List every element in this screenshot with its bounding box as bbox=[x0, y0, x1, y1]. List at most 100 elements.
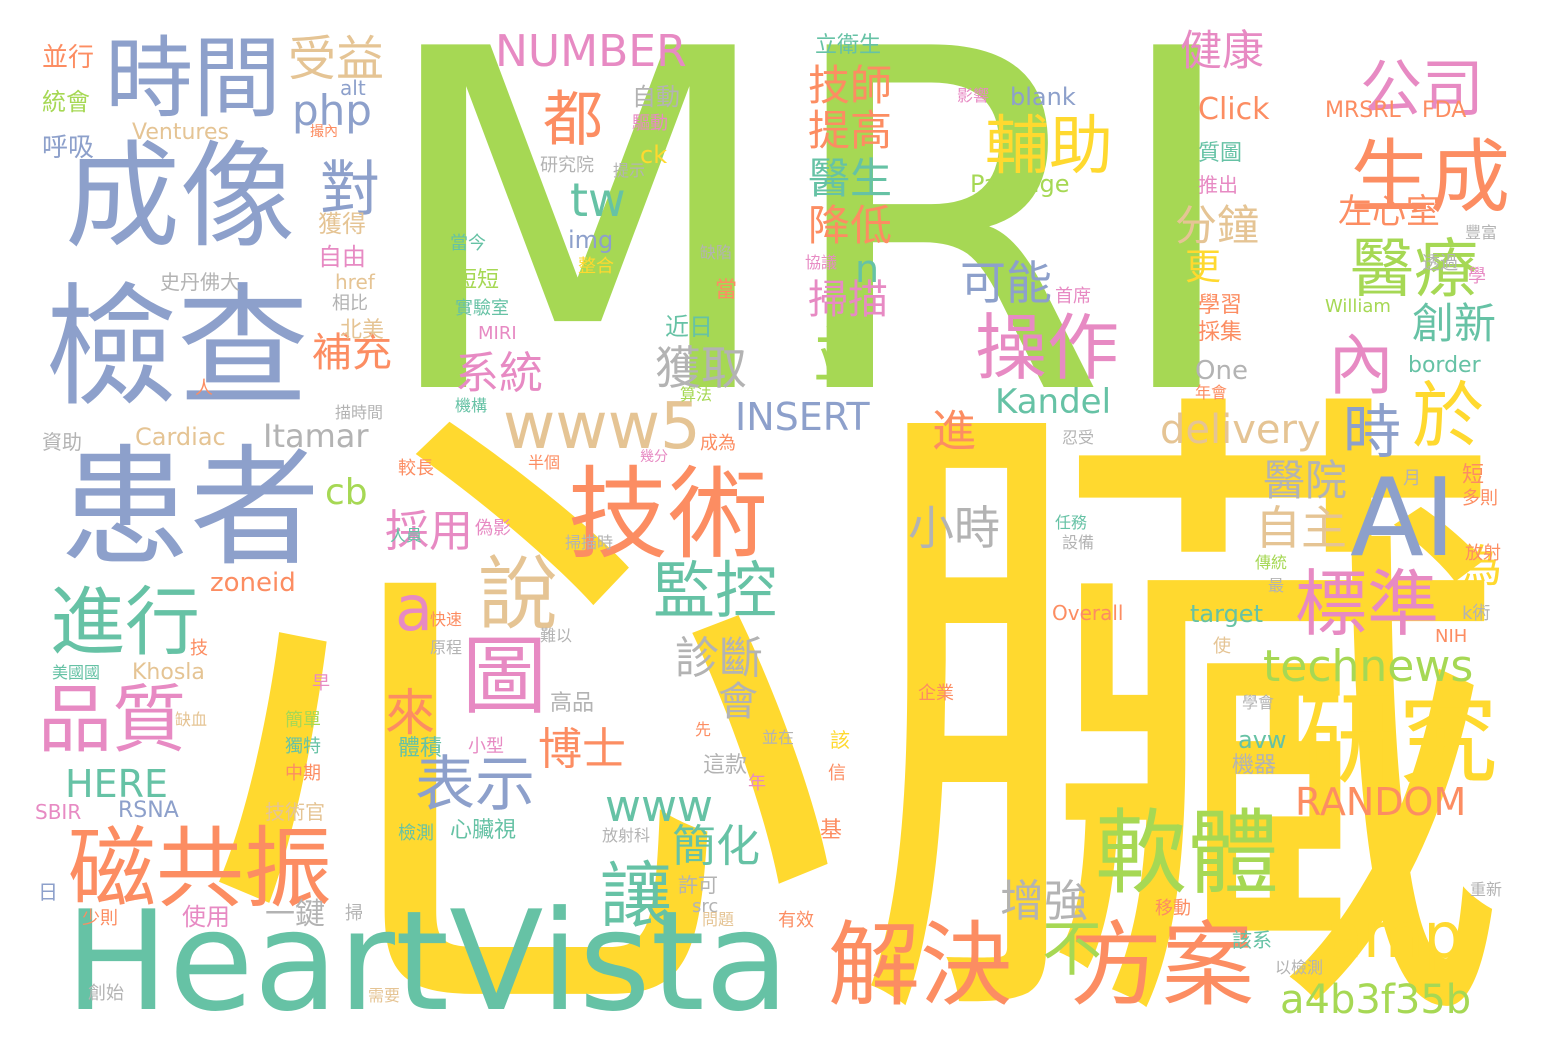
word-annual-meeting: 年會 bbox=[1195, 383, 1228, 402]
word-when: 時 bbox=[1343, 398, 1402, 466]
word-today: 當今 bbox=[450, 233, 486, 254]
word-funding: 資助 bbox=[42, 430, 82, 454]
word-letter: 信 bbox=[828, 763, 846, 784]
word-khosla: Khosla bbox=[132, 660, 205, 685]
word-influence: 影響 bbox=[957, 86, 990, 105]
word-high-quality: 高品 bbox=[550, 691, 595, 716]
word-href: href bbox=[335, 270, 375, 294]
word-drive: 驅動 bbox=[632, 113, 668, 134]
word-technician: 技師 bbox=[808, 61, 893, 110]
word-number: NUMBER bbox=[495, 26, 687, 77]
word-north-america: 北美 bbox=[340, 318, 385, 343]
word-benefit: 受益 bbox=[288, 31, 385, 87]
word-personnel: 人員 bbox=[390, 526, 423, 545]
word-the: 該 bbox=[830, 728, 850, 752]
word-ischemia: 缺血 bbox=[175, 710, 208, 729]
word-stanford: 史丹佛大 bbox=[160, 270, 240, 294]
word-img: img bbox=[568, 226, 614, 254]
word-n: n bbox=[855, 247, 880, 291]
word-imaging: 成像 bbox=[65, 130, 296, 264]
word-institution: 機構 bbox=[455, 396, 488, 415]
word-software: 軟體 bbox=[1095, 800, 1280, 907]
word-for: 為 bbox=[1458, 541, 1502, 592]
word-first: 先 bbox=[695, 720, 712, 739]
word-target: target bbox=[1190, 600, 1263, 628]
word-mrsrl: MRSRL bbox=[1325, 98, 1401, 123]
word-at-least: 少則 bbox=[82, 908, 118, 929]
word-enterprise: 企業 bbox=[918, 683, 954, 704]
word-council: 統會 bbox=[42, 88, 90, 116]
word-launch: 推出 bbox=[1198, 173, 1238, 197]
word-sweep: 掃 bbox=[345, 903, 363, 924]
word-when-scan: 掃描時 bbox=[565, 533, 614, 552]
word-fda: FDA bbox=[1422, 98, 1467, 123]
word-chief: 首席 bbox=[1055, 286, 1091, 307]
word-alt: alt bbox=[340, 76, 366, 100]
word-minutes: 幾分 bbox=[640, 449, 668, 465]
word-inside: 內 bbox=[1328, 327, 1394, 404]
word-association: 學會 bbox=[1242, 693, 1275, 712]
word-longer: 較長 bbox=[398, 458, 434, 479]
word-learn: 學 bbox=[1468, 266, 1486, 287]
word-defect: 缺陷 bbox=[700, 243, 733, 262]
word-solution-1: 解決 bbox=[828, 912, 1013, 1019]
word-solution-2: 方案 bbox=[1070, 912, 1255, 1019]
word-to-detect: 以檢測 bbox=[1275, 958, 1324, 977]
word-half: 半個 bbox=[528, 453, 561, 472]
word-research-institute: 研究院 bbox=[540, 155, 594, 176]
word-research: 研究 bbox=[1298, 681, 1498, 798]
word-here: HERE bbox=[65, 762, 168, 806]
word-heartvista: HeartVista bbox=[65, 881, 790, 1042]
word-at: 於 bbox=[1412, 374, 1485, 458]
word-free: 自由 bbox=[318, 243, 366, 271]
word-through: 透過 bbox=[1422, 253, 1458, 274]
word-a4b3f35b: a4b3f35b bbox=[1280, 977, 1472, 1023]
word-this-system: 該系 bbox=[1232, 928, 1272, 952]
word-more: 更 bbox=[1185, 247, 1222, 288]
word-fast: 快速 bbox=[430, 610, 463, 629]
word-diagnosis: 診斷 bbox=[675, 633, 763, 684]
word-one: One bbox=[1195, 356, 1248, 386]
word-second: 秒 bbox=[705, 208, 729, 236]
word-rsna: RSNA bbox=[118, 798, 179, 823]
word-day: 日 bbox=[38, 880, 58, 904]
word-express: 表示 bbox=[415, 750, 535, 820]
word-effective: 有效 bbox=[778, 910, 814, 931]
word-small: 小型 bbox=[468, 736, 504, 757]
word-ventures: Ventures bbox=[132, 120, 229, 145]
word-technews: technews bbox=[1263, 641, 1474, 692]
word-task: 任務 bbox=[1055, 513, 1088, 532]
word-cardiac-view: 心臟視 bbox=[450, 818, 517, 843]
word-and-in: 並在 bbox=[762, 728, 795, 747]
word-a: a bbox=[395, 572, 433, 645]
word-public-health: 立衛生 bbox=[815, 33, 882, 58]
word-collect: 採集 bbox=[1198, 320, 1243, 345]
word-will: 會 bbox=[718, 679, 758, 725]
word-base: 基 bbox=[820, 818, 843, 843]
word-click: Click bbox=[1198, 92, 1270, 127]
word-compared: 相比 bbox=[332, 293, 368, 314]
word-quality: 品質 bbox=[38, 677, 186, 763]
word-package: Package bbox=[970, 170, 1070, 198]
word-zoneid: zoneid bbox=[210, 568, 296, 598]
word-proceed: 進行 bbox=[50, 578, 201, 666]
word-standard: 標準 bbox=[1295, 562, 1440, 646]
word-lab: 實驗室 bbox=[455, 298, 509, 319]
word-come: 來 bbox=[385, 684, 435, 742]
word-tech: 技 bbox=[190, 638, 208, 659]
word-figure: 圖 bbox=[462, 628, 548, 727]
word-simple: 簡單 bbox=[285, 710, 321, 731]
word-recently: 近日 bbox=[665, 313, 713, 341]
word-simplify: 簡化 bbox=[672, 821, 760, 872]
word-innovation: 創新 bbox=[1412, 299, 1497, 348]
word-at-most: 多則 bbox=[1462, 488, 1498, 509]
word-traditional: 傳統 bbox=[1255, 553, 1288, 572]
word-detection: 檢測 bbox=[398, 823, 434, 844]
word-all: 都 bbox=[543, 85, 603, 155]
word-ck: ck bbox=[640, 141, 668, 169]
word-cardiac: Cardiac bbox=[135, 423, 226, 451]
word-let: 讓 bbox=[600, 854, 673, 938]
word-phd: 博士 bbox=[538, 724, 626, 775]
word-artifact: 偽影 bbox=[475, 518, 511, 539]
